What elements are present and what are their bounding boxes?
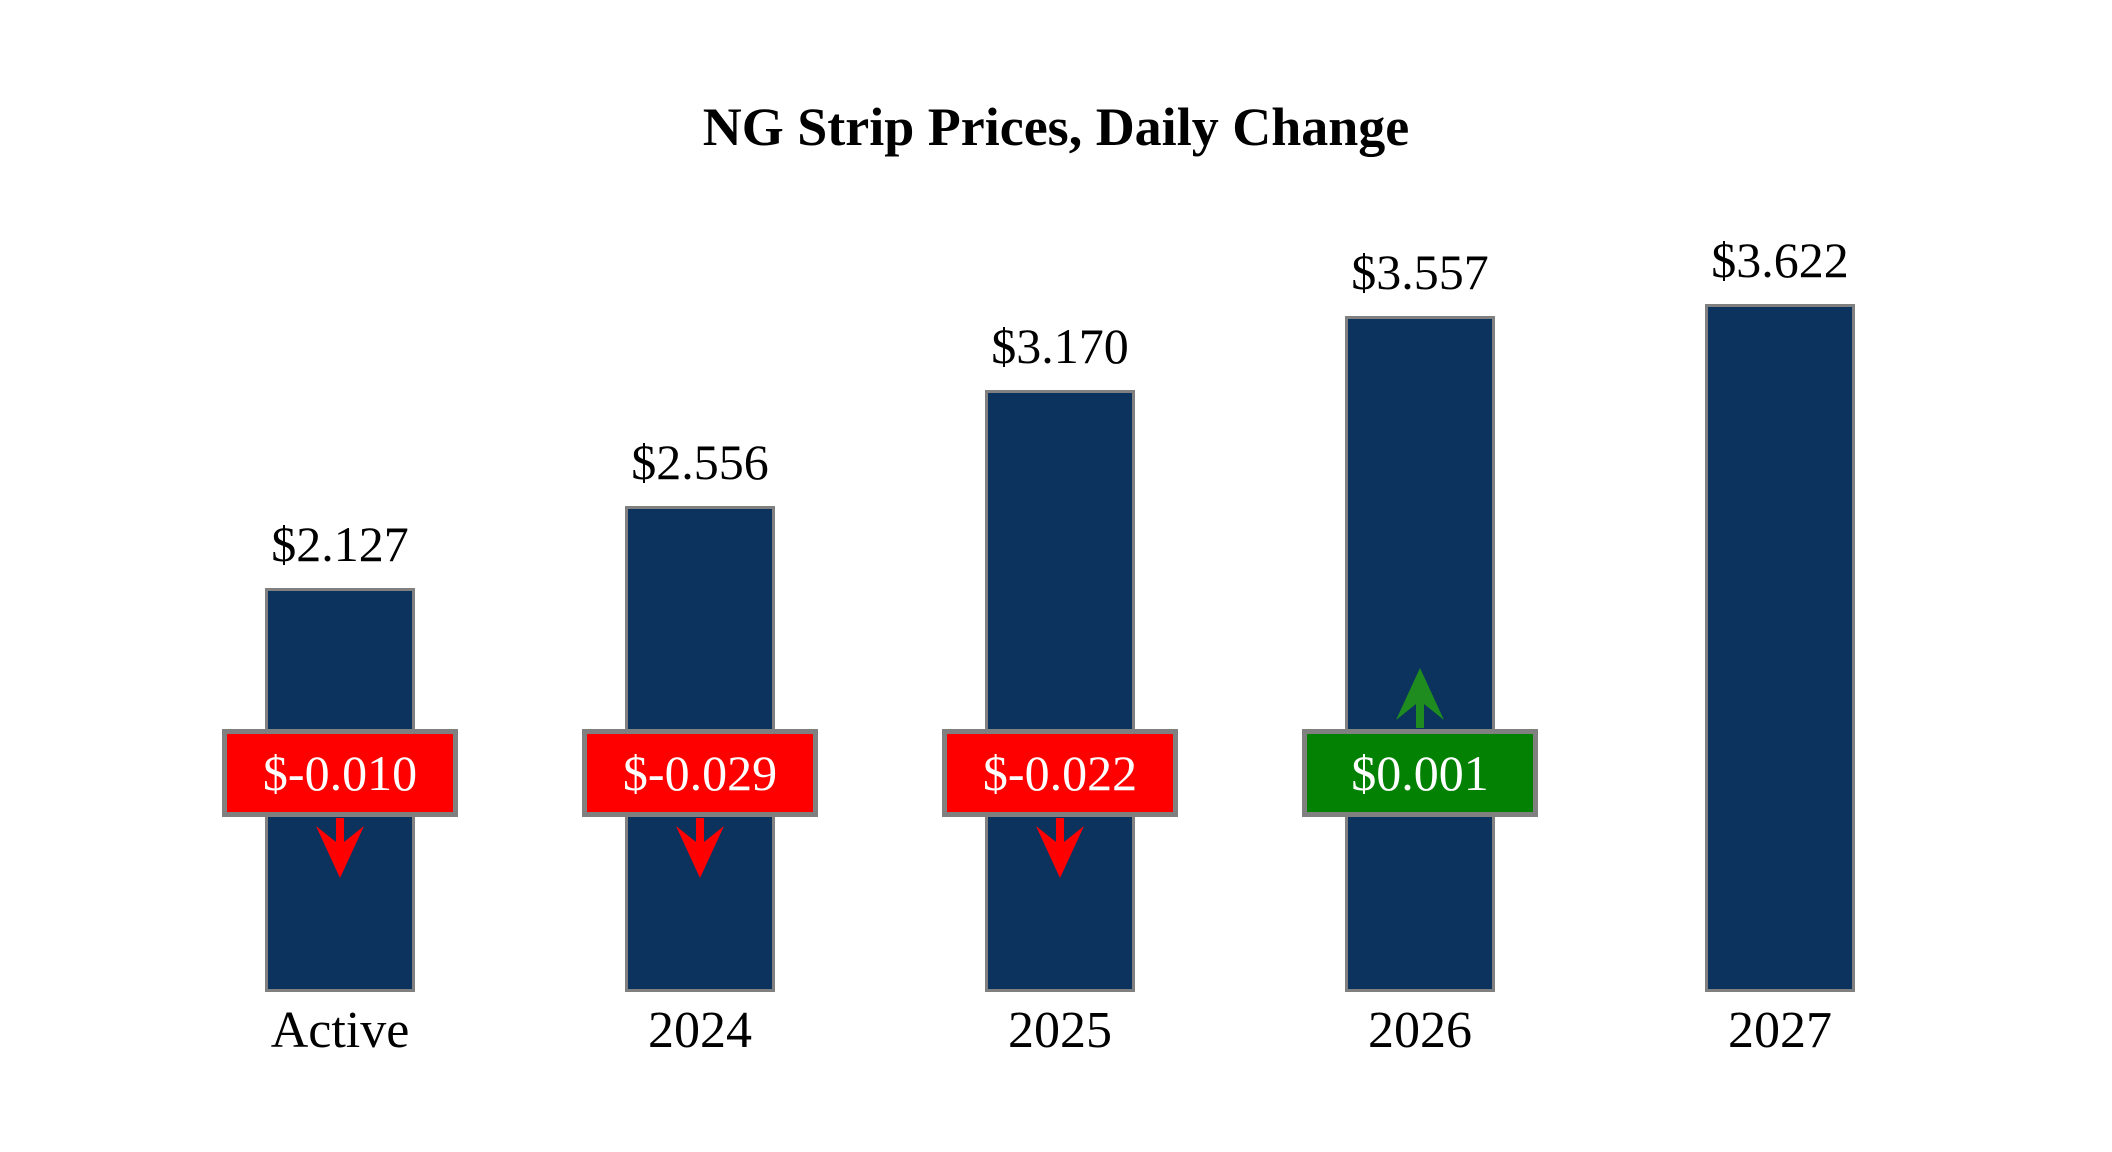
bar-value-label: $2.556	[631, 434, 769, 490]
category-label: 2024	[648, 1002, 752, 1059]
bar	[1705, 304, 1855, 992]
change-badge: $-0.010	[222, 729, 458, 817]
change-badge-label: $-0.029	[622, 745, 778, 801]
bar	[985, 390, 1135, 992]
change-badge-label: $-0.010	[262, 745, 418, 801]
down-arrow-icon	[676, 818, 724, 878]
bar-value-label: $3.170	[991, 318, 1129, 374]
bar-value-label: $3.622	[1711, 232, 1849, 288]
bar-value-label: $3.557	[1351, 244, 1489, 300]
category-label: 2027	[1728, 1002, 1832, 1059]
change-badge: $-0.029	[582, 729, 818, 817]
category-label: 2025	[1008, 1002, 1112, 1059]
change-badge-label: $0.001	[1351, 745, 1489, 801]
change-badge: $0.001	[1302, 729, 1538, 817]
category-label: Active	[270, 1002, 410, 1059]
bar-value-label: $2.127	[271, 516, 409, 572]
chart-title: NG Strip Prices, Daily Change	[702, 97, 1410, 157]
bar	[1345, 316, 1495, 992]
change-badge: $-0.022	[942, 729, 1178, 817]
down-arrow-icon	[1036, 818, 1084, 878]
change-badge-label: $-0.022	[982, 745, 1138, 801]
down-arrow-icon	[316, 818, 364, 878]
up-arrow-icon	[1396, 668, 1444, 728]
category-label: 2026	[1368, 1002, 1472, 1059]
